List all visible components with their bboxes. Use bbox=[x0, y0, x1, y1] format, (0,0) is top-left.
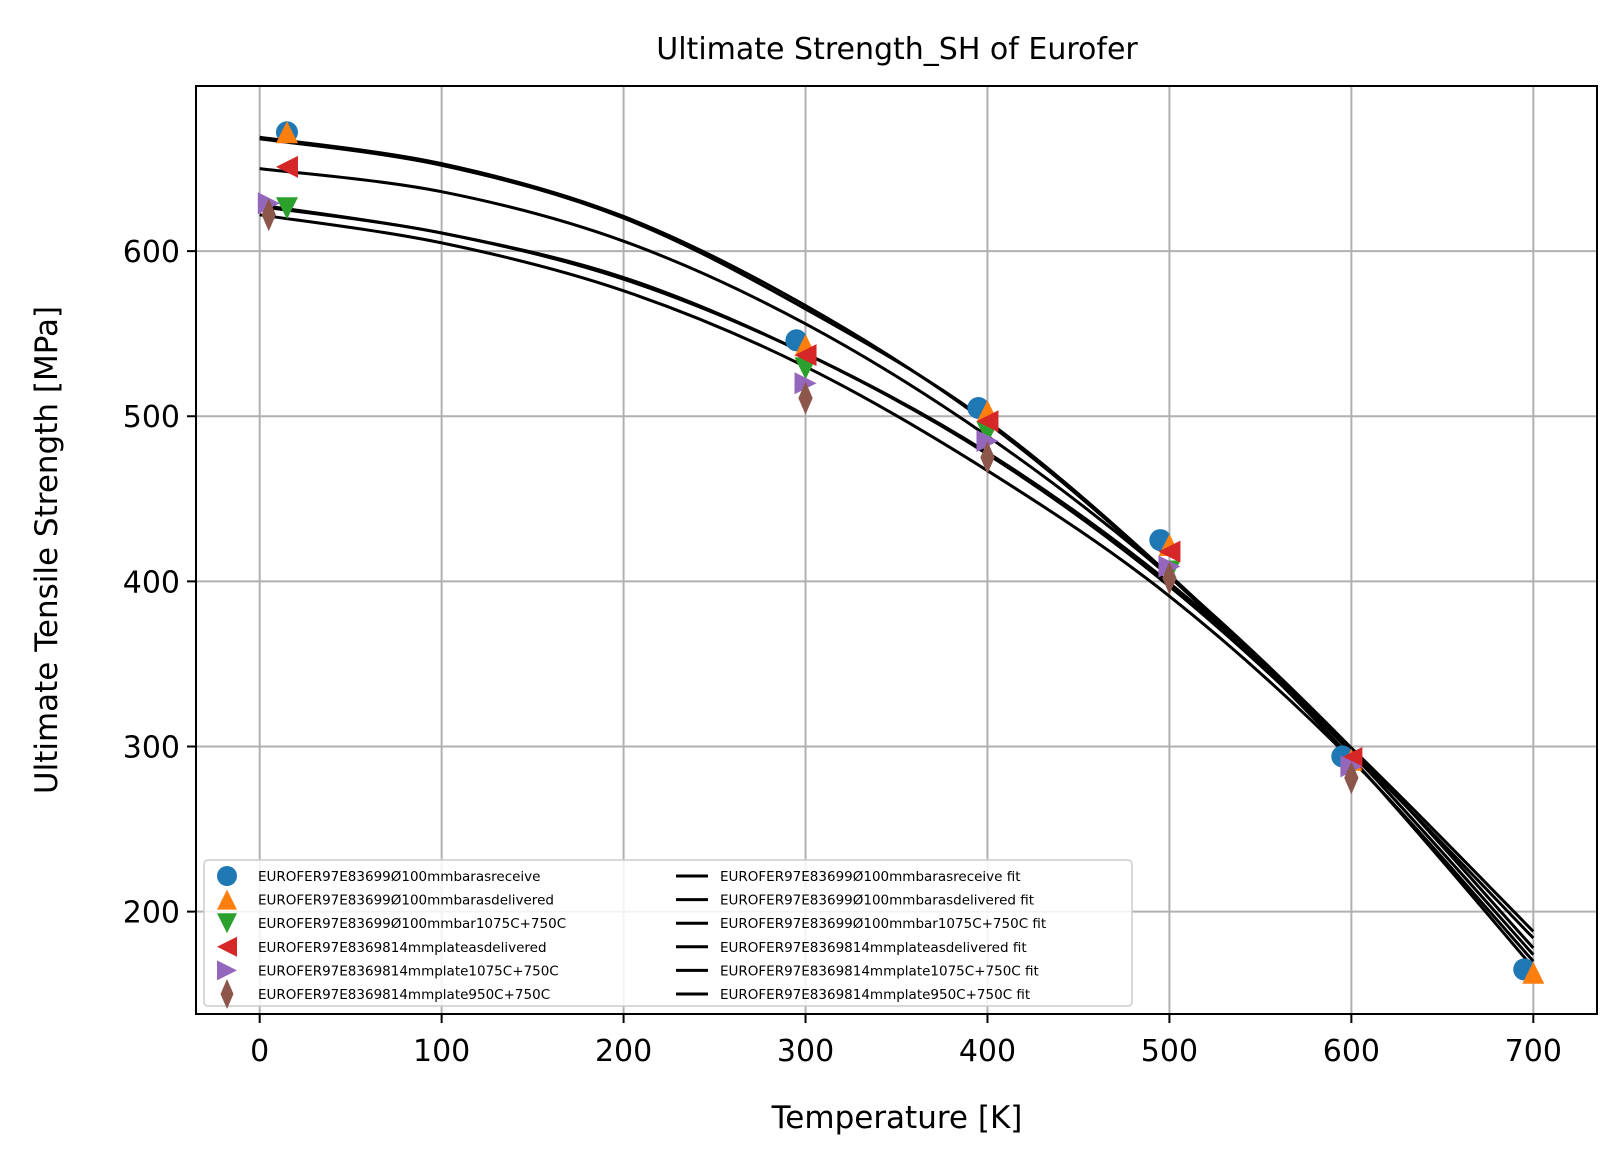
legend-label: EUROFER97E83699Ø100mmbarasreceive bbox=[258, 869, 540, 885]
x-tick-label: 0 bbox=[250, 1034, 269, 1069]
data-point bbox=[976, 430, 999, 453]
ticks: 0 100 200 300 400 500 600 700 200 300 400 500 600 bbox=[123, 235, 1562, 1069]
series-3 bbox=[275, 197, 1363, 779]
legend-marker bbox=[217, 936, 237, 957]
legend-marker bbox=[217, 913, 237, 934]
legend-label: EUROFER97E8369814mmplateasdelivered fit bbox=[720, 940, 1027, 956]
legend-marker bbox=[217, 866, 237, 886]
y-tick-label: 400 bbox=[123, 565, 180, 600]
x-tick-label: 100 bbox=[413, 1034, 470, 1069]
data-point bbox=[1158, 540, 1181, 563]
legend-label: EUROFER97E8369814mmplate1075C+750C fit bbox=[720, 963, 1039, 979]
legend: EUROFER97E83699Ø100mmbarasreceive EUROFER… bbox=[203, 859, 1133, 1009]
legend-label: EUROFER97E8369814mmplateasdelivered bbox=[258, 940, 547, 956]
x-tick-label: 600 bbox=[1323, 1034, 1380, 1069]
markers bbox=[257, 121, 1545, 984]
data-point bbox=[794, 344, 817, 367]
x-tick-label: 700 bbox=[1505, 1034, 1562, 1069]
x-tick-label: 500 bbox=[1141, 1034, 1198, 1069]
data-point bbox=[275, 155, 298, 178]
fit-line bbox=[259, 205, 1535, 933]
fit-line bbox=[259, 203, 1535, 940]
legend-label: EUROFER97E83699Ø100mmbarasdelivered fit bbox=[720, 893, 1034, 909]
series-1 bbox=[275, 121, 1536, 981]
legend-label: EUROFER97E8369814mmplate950C+750C fit bbox=[720, 987, 1030, 1003]
legend-marker bbox=[220, 979, 234, 1009]
y-axis-label: Ultimate Tensile Strength [MPa] bbox=[29, 306, 65, 794]
legend-marker bbox=[217, 889, 237, 910]
legend-label: EUROFER97E83699Ø100mmbarasdelivered bbox=[258, 893, 554, 909]
data-point bbox=[1162, 561, 1177, 595]
data-point bbox=[275, 197, 298, 220]
x-tick-label: 400 bbox=[959, 1034, 1016, 1069]
y-tick-label: 500 bbox=[123, 400, 180, 435]
legend-label: EUROFER97E8369814mmplate950C+750C bbox=[258, 987, 550, 1003]
legend-marker bbox=[217, 960, 237, 981]
data-point bbox=[261, 198, 276, 232]
series-6 bbox=[261, 198, 1359, 795]
fit-line bbox=[259, 135, 1535, 969]
x-axis-label: Temperature [K] bbox=[771, 1100, 1023, 1136]
series-4 bbox=[275, 155, 1363, 770]
fit-lines bbox=[259, 135, 1535, 969]
fit-line bbox=[259, 137, 1535, 956]
fit-line bbox=[259, 213, 1535, 963]
legend-label: EUROFER97E8369814mmplate1075C+750C bbox=[258, 963, 559, 979]
legend-label: EUROFER97E83699Ø100mmbar1075C+750C fit bbox=[720, 916, 1046, 932]
legend-label: EUROFER97E83699Ø100mmbarasreceive fit bbox=[720, 869, 1021, 885]
y-tick-label: 200 bbox=[123, 896, 180, 931]
data-point bbox=[1340, 747, 1363, 770]
legend-box bbox=[203, 859, 1133, 1007]
y-tick-label: 300 bbox=[123, 730, 180, 765]
data-point bbox=[275, 121, 298, 144]
x-tick-label: 200 bbox=[595, 1034, 652, 1069]
chart-title: Ultimate Strength_SH of Eurofer bbox=[656, 32, 1138, 67]
plot-frame bbox=[195, 85, 1598, 1015]
series-5 bbox=[257, 192, 1363, 778]
data-point bbox=[980, 441, 995, 475]
data-point bbox=[798, 381, 813, 415]
legend-label: EUROFER97E83699Ø100mmbar1075C+750C bbox=[258, 916, 566, 932]
y-tick-label: 600 bbox=[123, 235, 180, 270]
data-point bbox=[1522, 961, 1545, 984]
fit-line bbox=[259, 167, 1535, 950]
data-point bbox=[1344, 761, 1359, 795]
x-tick-label: 300 bbox=[777, 1034, 834, 1069]
data-point bbox=[976, 410, 999, 433]
